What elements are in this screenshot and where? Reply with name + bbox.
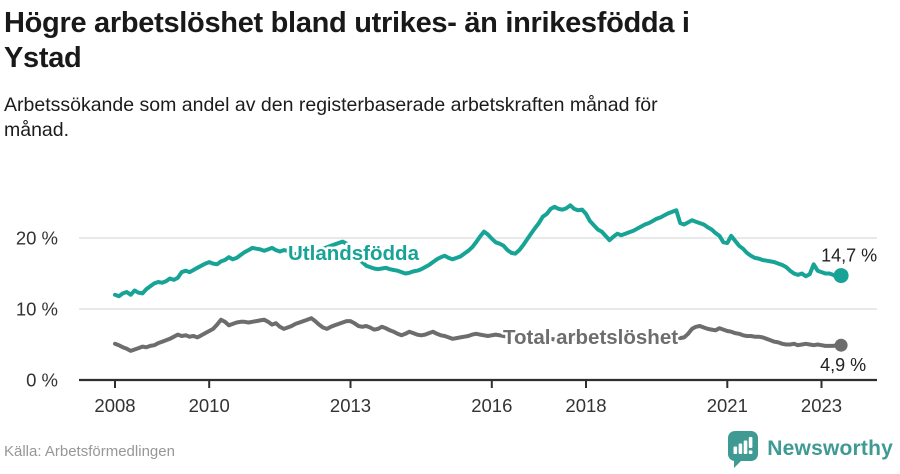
newsworthy-logo-text: Newsworthy [767,437,893,460]
chart-subtitle: Arbetssökande som andel av den registerb… [4,93,824,143]
page-title: Högre arbetslöshet bland utrikes- än inr… [4,6,870,76]
end-value-utlandsfodda: 14,7 % [821,246,877,266]
y-tick-label-20: 20 % [16,228,58,249]
end-value-total: 4,9 % [820,355,866,375]
end-dot-total [834,338,848,352]
chart-subtitle-line-2: månad. [4,119,70,141]
x-tick-label-2013: 2013 [330,395,371,416]
line-chart: 0 % 10 % 20 % 2008 2010 2013 2016 2018 2021 2023 U… [16,203,877,416]
y-tick-label-0: 0 % [26,370,58,391]
x-tick-label-2021: 2021 [707,395,748,416]
page-title-line-1: Högre arbetslöshet bland utrikes- än inr… [4,7,690,39]
series-label-total: Total arbetslöshet [503,326,678,349]
series-label-utlandsfodda: Utlandsfödda [288,242,420,265]
x-tick-label-2008: 2008 [94,395,135,416]
x-tick-label-2016: 2016 [471,395,512,416]
chart-subtitle-line-1: Arbetssökande som andel av den registerb… [4,94,658,116]
newsworthy-logo: Newsworthy [727,430,893,468]
page-title-line-2: Ystad [4,42,82,74]
line-utlandsfodda [113,203,844,299]
end-dot-utlandsfodda [833,268,849,284]
source-note: Källa: Arbetsförmedlingen [4,443,175,460]
x-tick-label-2010: 2010 [189,395,230,416]
x-tick-label-2023: 2023 [801,395,842,416]
x-tick-label-2018: 2018 [565,395,606,416]
y-tick-label-10: 10 % [16,299,58,320]
newsworthy-logo-icon [728,431,759,468]
line-total [113,316,844,353]
